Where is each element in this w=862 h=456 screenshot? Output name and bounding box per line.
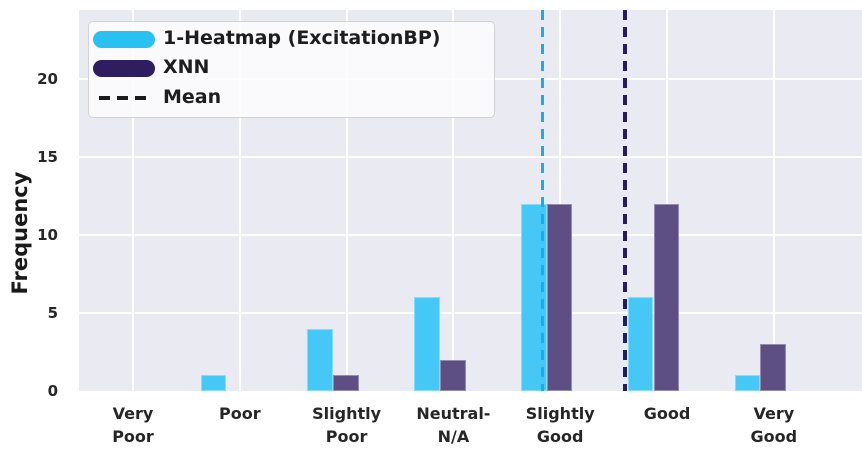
- gridline-vertical: [238, 10, 241, 391]
- x-tick-label: Good: [643, 404, 691, 423]
- gridline-vertical: [345, 10, 348, 391]
- y-tick-label: 0: [47, 382, 58, 400]
- y-tick-label: 10: [37, 225, 58, 244]
- gridline-vertical: [559, 10, 562, 391]
- gridline-vertical: [666, 10, 668, 391]
- legend-label-xnn: XNN: [163, 56, 210, 78]
- x-tick-label: Poor: [218, 404, 261, 423]
- bar-xnn: [333, 375, 359, 391]
- y-tick-label: 20: [37, 69, 58, 88]
- gridline-horizontal: [79, 155, 862, 158]
- bar-xnn: [760, 344, 787, 391]
- legend-label-heatmap: 1-Heatmap (ExcitationBP): [163, 27, 441, 49]
- legend-swatch-heatmap-icon: [93, 31, 155, 48]
- x-tick-label: Very Good: [750, 404, 798, 446]
- legend-dashed-line-icon: [99, 96, 146, 100]
- legend-label-mean: Mean: [163, 86, 222, 108]
- mean-line-heatmap: [540, 10, 545, 391]
- gridline-vertical: [772, 10, 775, 391]
- bar-heatmap: [307, 328, 334, 391]
- x-tick-label: Slightly Poor: [312, 404, 382, 446]
- bar-heatmap: [200, 375, 227, 391]
- legend-swatch-xnn-icon: [93, 60, 155, 77]
- bar-xnn: [546, 203, 573, 391]
- x-tick-label: Very Poor: [112, 404, 154, 446]
- bar-xnn: [439, 359, 466, 391]
- bar-xnn: [653, 203, 680, 391]
- gridline-horizontal: [79, 233, 862, 236]
- legend: 1-Heatmap (ExcitationBP) XNN Mean: [88, 21, 495, 118]
- x-tick-label: Neutral- N/A: [416, 404, 491, 446]
- y-tick-label: 15: [37, 147, 58, 166]
- bar-heatmap: [734, 375, 761, 391]
- y-tick-label: 5: [47, 303, 58, 322]
- x-tick-label: Slightly Good: [525, 404, 595, 446]
- gridline-vertical: [132, 10, 134, 391]
- gridline-horizontal: [79, 311, 862, 314]
- mean-line-xnn: [623, 10, 627, 391]
- bar-heatmap: [414, 297, 440, 391]
- bar-heatmap: [627, 297, 654, 391]
- gridline-vertical: [452, 10, 455, 391]
